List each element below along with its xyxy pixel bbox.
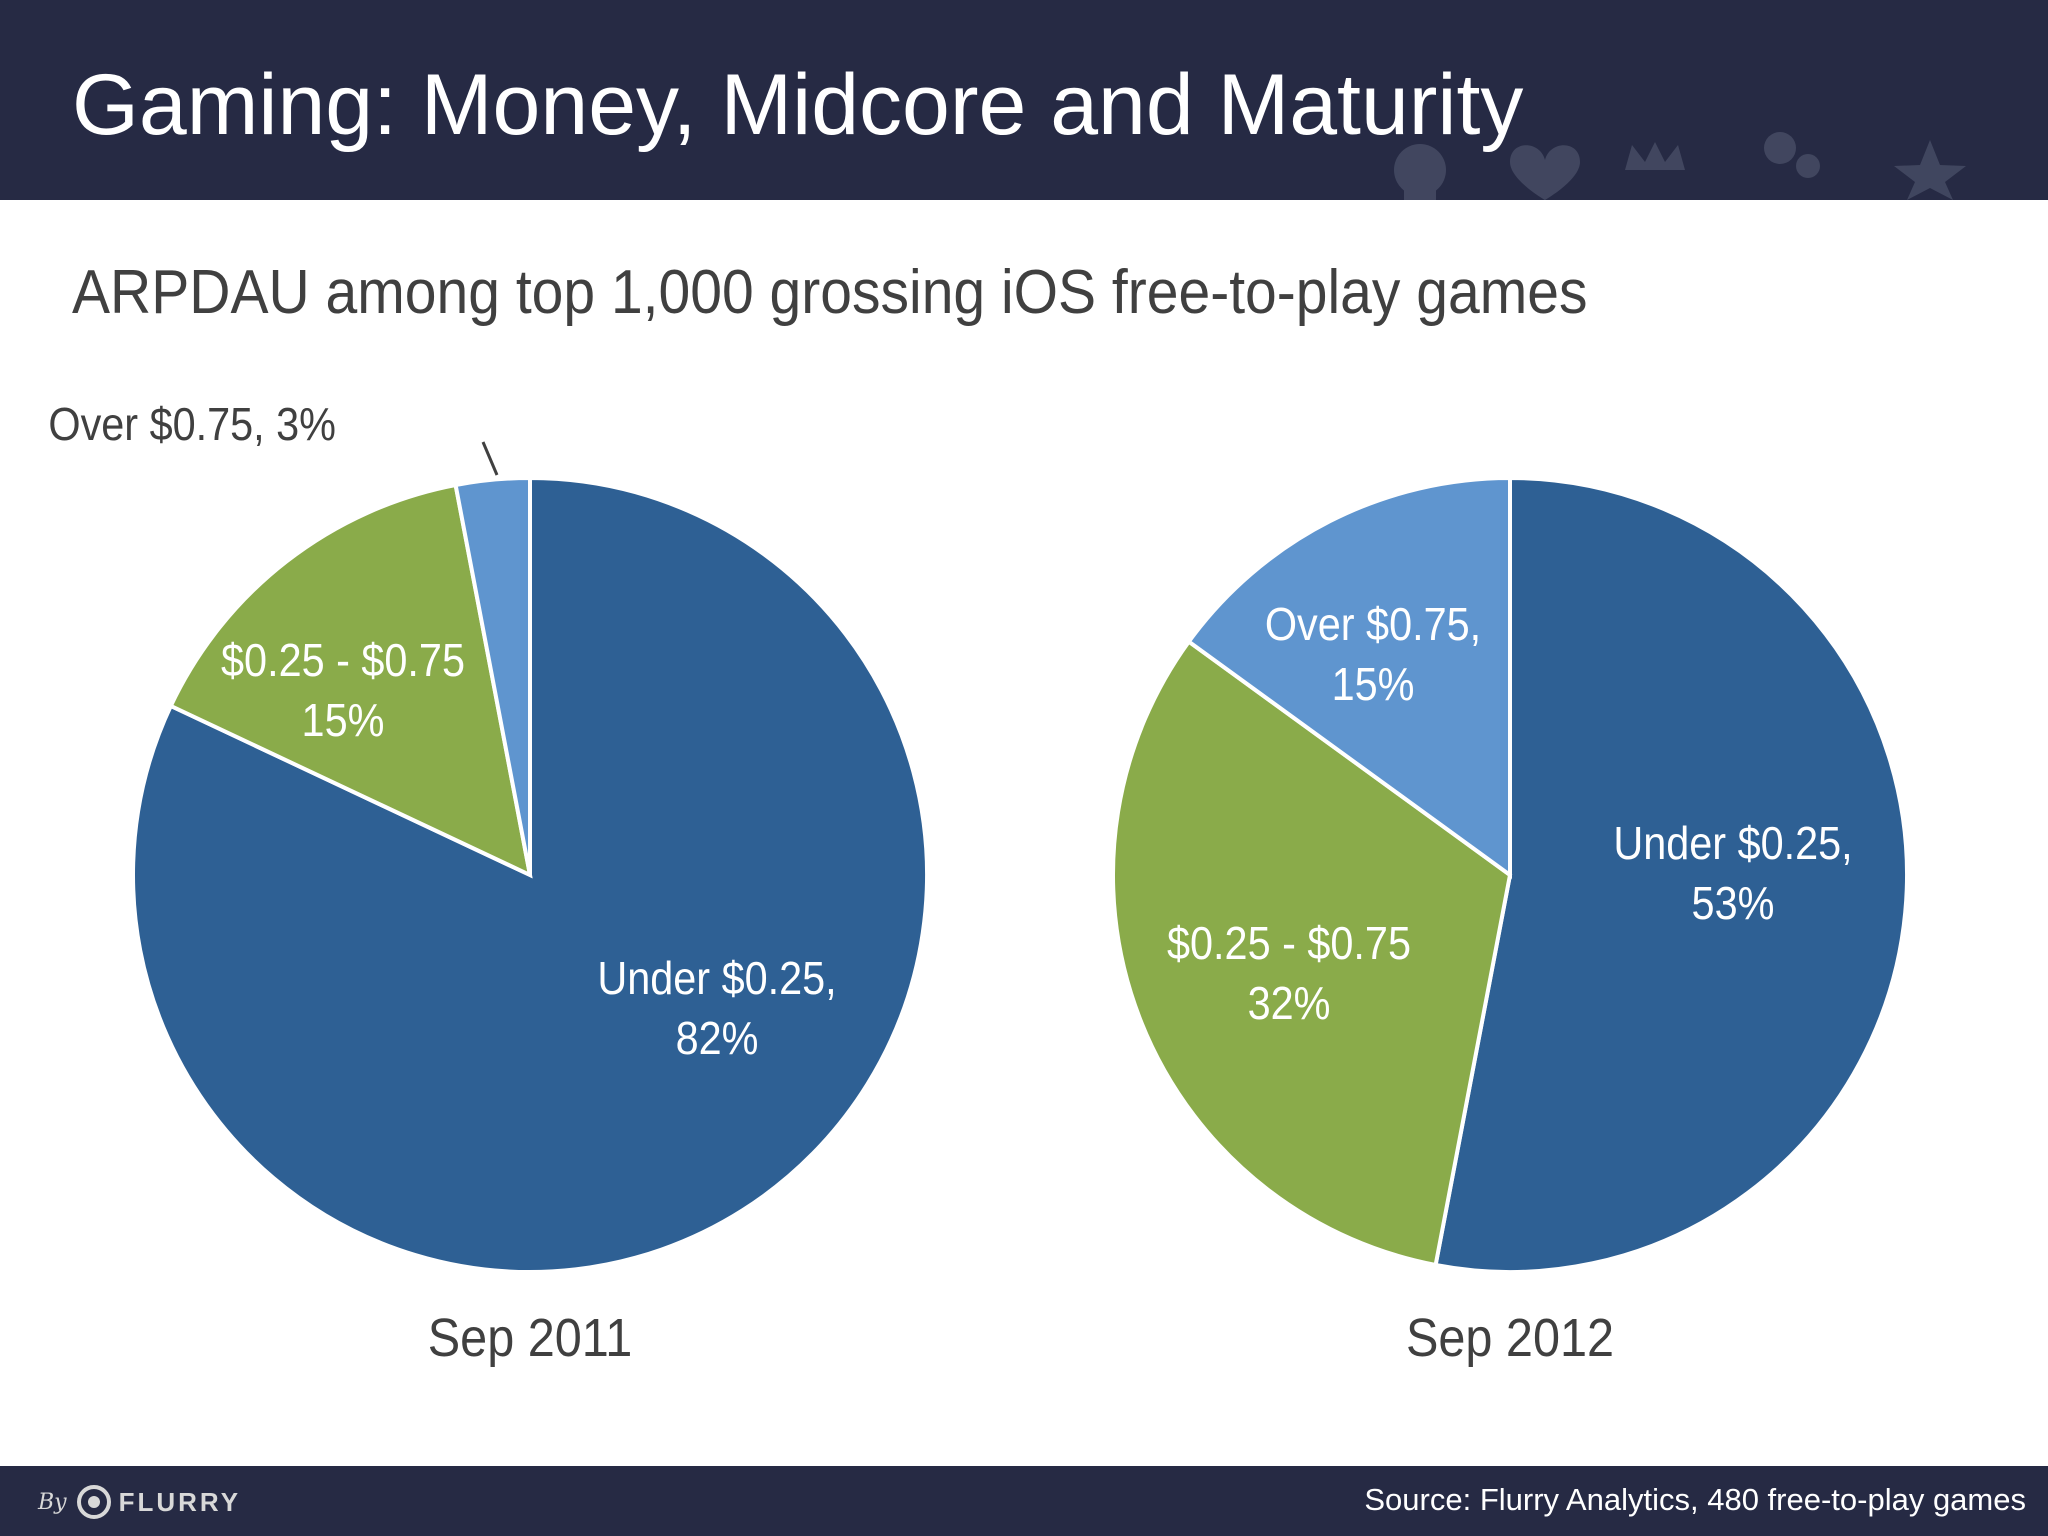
pie2-slice-0-25-0-75 <box>1111 638 1513 1268</box>
game-icons-decoration <box>1394 132 1966 200</box>
slice-label-value: 53% <box>1692 878 1775 930</box>
pie-charts: Under $0.25, 82%$0.25 - $0.75 15%Over $0.7… <box>48 399 1909 1368</box>
slice-label-value: 15% <box>302 695 385 747</box>
pie1-callout-line <box>481 441 499 476</box>
slice-label-value: 15% <box>1332 659 1415 711</box>
pie1-slice-over-0-75-3 <box>453 475 532 876</box>
slice-label-name: $0.25 - $0.75 <box>221 635 465 687</box>
slice-label-name: Under $0.25, <box>597 953 836 1005</box>
pie2-slice-label: Under $0.25, 53% <box>1613 818 1852 930</box>
logo-by-text: By <box>38 1489 67 1515</box>
pie2-slice-over-0-75 <box>1186 475 1512 879</box>
slice-label-name: $0.25 - $0.75 <box>1167 918 1411 970</box>
pie1-title: Sep 2011 <box>428 1307 632 1368</box>
slice-label-value: 32% <box>1248 978 1331 1030</box>
pie2-title: Sep 2012 <box>1406 1307 1614 1368</box>
flurry-logo: By FLURRY <box>38 1482 241 1522</box>
pie1-slice-label: Under $0.25, 82% <box>597 953 836 1065</box>
pie1-slice-label: Over $0.75, 3% <box>48 399 336 451</box>
pie1-slice-label: $0.25 - $0.75 15% <box>221 635 465 747</box>
logo-name-text: FLURRY <box>118 1486 242 1517</box>
pie1-slice-0-25-0-75 <box>168 482 533 879</box>
slice-label-value: 82% <box>676 1013 759 1065</box>
flurry-logo-icon <box>76 1485 111 1519</box>
slice-label-name: Over $0.75, 3% <box>48 399 336 451</box>
chart-subtitle: ARPDAU among top 1,000 grossing iOS free… <box>72 258 1588 327</box>
slide-title: Gaming: Money, Midcore and Maturity <box>72 57 1524 153</box>
slide-footer: By FLURRY Source: Flurry Analytics, 480 … <box>0 1466 2048 1536</box>
slide-header: Gaming: Money, Midcore and Maturity <box>0 0 2048 200</box>
source-note: Source: Flurry Analytics, 480 free-to-pl… <box>1364 1482 2026 1517</box>
pie2-slice-under-0-25 <box>1433 475 1909 1274</box>
pie2-slice-label: $0.25 - $0.75 32% <box>1167 918 1411 1030</box>
pie2-slice-label: Over $0.75, 15% <box>1265 599 1481 711</box>
slice-label-name: Under $0.25, <box>1613 818 1852 870</box>
slice-label-name: Over $0.75, <box>1265 599 1481 651</box>
